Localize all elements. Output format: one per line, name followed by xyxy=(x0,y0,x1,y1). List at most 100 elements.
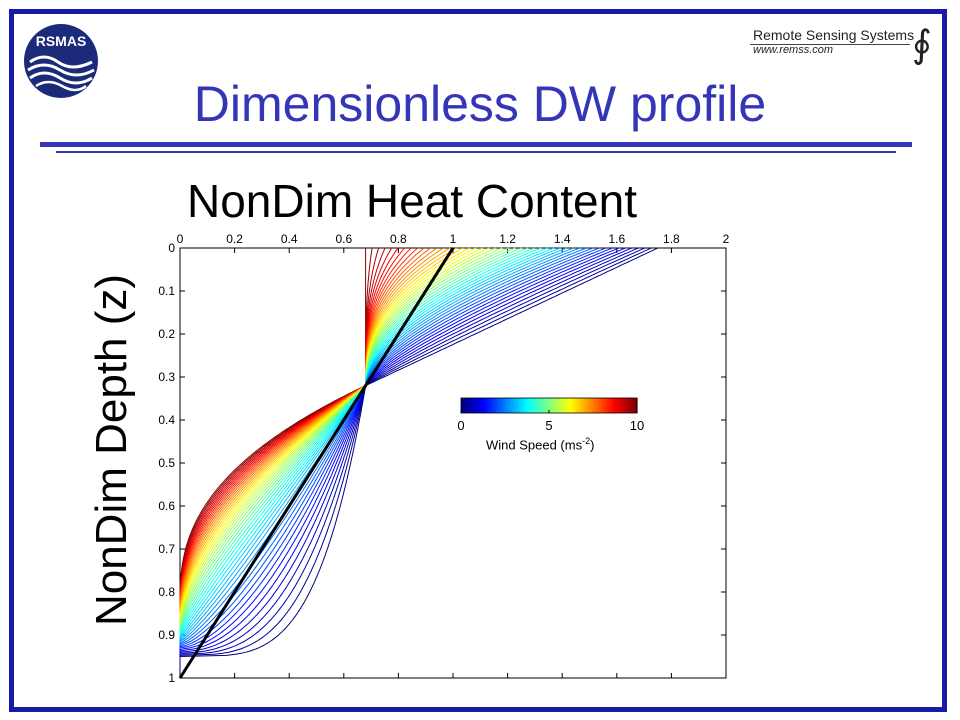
profile-curve xyxy=(179,247,477,678)
rss-logo-url: www.remss.com xyxy=(753,44,834,56)
colorbar-label-text: Wind Speed (ms xyxy=(486,437,583,453)
colorbar-swatch xyxy=(472,398,476,413)
colorbar-tick-label: 5 xyxy=(545,418,552,433)
profile-curve xyxy=(179,247,639,678)
x-tick-label: 2 xyxy=(723,232,730,246)
reference-line xyxy=(178,247,455,679)
colorbar-swatch xyxy=(587,398,591,413)
rss-logo: Remote Sensing Systems www.remss.com ∮ xyxy=(750,22,940,74)
colorbar-tick-label: 0 xyxy=(457,418,464,433)
colorbar-swatch xyxy=(469,398,473,413)
x-tick-label: 0.2 xyxy=(226,232,243,246)
colorbar-label-suffix: ) xyxy=(590,437,595,453)
colorbar-swatch xyxy=(615,398,619,413)
colorbar-swatch xyxy=(507,398,512,413)
colorbar-swatch xyxy=(546,398,550,413)
colorbar-swatch xyxy=(620,398,624,413)
colorbar-swatch xyxy=(483,398,487,413)
profile-curve xyxy=(179,247,646,678)
colorbar-swatch xyxy=(606,398,611,413)
colorbar-swatch xyxy=(562,398,567,413)
colorbar-swatch xyxy=(499,398,503,413)
profile-curve xyxy=(179,247,516,678)
colorbar-swatch xyxy=(543,398,547,413)
colorbar-swatch xyxy=(582,398,586,413)
profile-curve xyxy=(179,247,548,678)
colorbar-swatch xyxy=(576,398,580,413)
rsmas-logo: RSMAS xyxy=(22,22,100,100)
profile-curve xyxy=(179,247,652,678)
colorbar-swatch xyxy=(513,398,517,413)
colorbar-swatch xyxy=(634,398,638,413)
x-tick-label: 0.4 xyxy=(281,232,298,246)
colorbar-swatch xyxy=(573,398,578,413)
colorbar-swatch xyxy=(557,398,561,413)
y-tick-label: 0.4 xyxy=(158,413,175,427)
colorbar-swatch xyxy=(474,398,479,413)
colorbar-swatch xyxy=(571,398,575,413)
colorbar-swatch xyxy=(626,398,630,413)
colorbar-swatch xyxy=(540,398,545,413)
chart-title: NonDim Heat Content xyxy=(187,175,637,227)
colorbar-swatch xyxy=(466,398,470,413)
colorbar-swatch xyxy=(496,398,501,413)
x-tick-label: 0 xyxy=(177,232,184,246)
y-tick-label: 0.6 xyxy=(158,499,175,513)
colorbar-swatch xyxy=(529,398,534,413)
colorbar-swatch xyxy=(628,398,633,413)
colorbar-swatch xyxy=(560,398,564,413)
profile-curve xyxy=(179,247,633,678)
colorbar-swatch xyxy=(598,398,602,413)
colorbar-swatch xyxy=(488,398,492,413)
profile-curve xyxy=(179,247,619,678)
y-tick-label: 0.3 xyxy=(158,370,175,384)
y-tick-label: 0.9 xyxy=(158,628,175,642)
colorbar-swatch xyxy=(551,398,556,413)
slide-title: Dimensionless DW profile xyxy=(193,76,767,132)
profile-curve xyxy=(179,247,496,678)
colorbar-swatch xyxy=(485,398,490,413)
colorbar-swatch xyxy=(593,398,597,413)
x-tick-label: 0.8 xyxy=(390,232,407,246)
x-tick-label: 1.6 xyxy=(608,232,625,246)
colorbar-swatch xyxy=(579,398,583,413)
x-tick-label: 1.2 xyxy=(499,232,516,246)
colorbar-swatch xyxy=(518,398,523,413)
colorbar-swatch xyxy=(538,398,542,413)
colorbar-swatch xyxy=(595,398,600,413)
colorbar-swatch xyxy=(623,398,627,413)
colorbar-swatch xyxy=(554,398,558,413)
colorbar-swatch xyxy=(565,398,569,413)
y-tick-label: 0.7 xyxy=(158,542,175,556)
profile-curve xyxy=(179,247,587,678)
profile-curve xyxy=(179,247,503,678)
profile-curve xyxy=(179,247,606,678)
profile-curve xyxy=(179,247,659,678)
profile-curve xyxy=(179,247,490,678)
profile-curve xyxy=(179,247,483,678)
colorbar-swatch xyxy=(604,398,608,413)
profile-curve xyxy=(179,247,509,678)
colorbar-swatch xyxy=(631,398,635,413)
profile-curve xyxy=(179,247,529,678)
colorbar-swatch xyxy=(590,398,594,413)
colorbar-swatch xyxy=(532,398,536,413)
colorbar-swatch xyxy=(480,398,484,413)
y-tick-label: 0.8 xyxy=(158,585,175,599)
x-tick-label: 1.4 xyxy=(554,232,571,246)
profile-curve xyxy=(179,247,522,678)
colorbar-swatch xyxy=(494,398,498,413)
colorbar-swatch xyxy=(527,398,531,413)
colorbar-swatch xyxy=(505,398,509,413)
profile-curve xyxy=(179,247,600,678)
colorbar-swatch xyxy=(535,398,539,413)
colorbar-swatch xyxy=(477,398,481,413)
x-tick-label: 1.8 xyxy=(663,232,680,246)
profile-curve xyxy=(179,247,574,678)
colorbar-label: Wind Speed (ms-2) xyxy=(486,436,594,452)
y-tick-label: 0.2 xyxy=(158,327,175,341)
rsmas-logo-text: RSMAS xyxy=(36,33,87,49)
title-rule-thin xyxy=(56,151,896,153)
colorbar-swatch xyxy=(584,398,589,413)
y-tick-label: 0.1 xyxy=(158,284,175,298)
